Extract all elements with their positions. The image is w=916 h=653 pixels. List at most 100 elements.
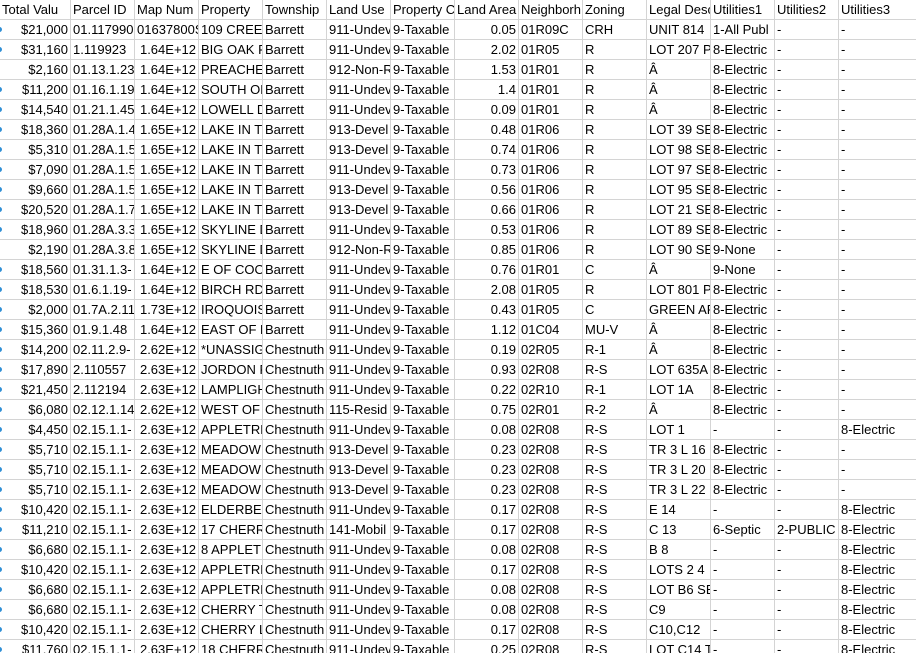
cell-land-area[interactable]: 0.08 — [455, 580, 519, 600]
cell-property-class[interactable]: 9-Taxable — [391, 500, 455, 520]
cell-zoning[interactable]: R-S — [583, 640, 647, 653]
cell-utilities1[interactable]: 8-Electric — [711, 360, 775, 380]
cell-legal-desc[interactable]: Â — [647, 400, 711, 420]
cell-map-num[interactable]: 1.73E+12 — [135, 300, 199, 320]
cell-township[interactable]: Chestnuth — [263, 500, 327, 520]
header-cell-zoning[interactable]: Zoning — [583, 0, 647, 20]
cell-township[interactable]: Barrett — [263, 120, 327, 140]
cell-property-class[interactable]: 9-Taxable — [391, 580, 455, 600]
cell-map-num[interactable]: 2.63E+12 — [135, 520, 199, 540]
cell-utilities1[interactable]: 8-Electric — [711, 300, 775, 320]
cell-neighborhood[interactable]: 01R06 — [519, 160, 583, 180]
cell-land-use[interactable]: 911-Undev — [327, 320, 391, 340]
cell-neighborhood[interactable]: 02R08 — [519, 520, 583, 540]
cell-total-value[interactable]: $9,660 — [0, 180, 71, 200]
cell-utilities2[interactable]: - — [775, 100, 839, 120]
cell-land-use[interactable]: 911-Undev — [327, 340, 391, 360]
cell-zoning[interactable]: R-S — [583, 440, 647, 460]
cell-legal-desc[interactable]: LOT 21 SEC — [647, 200, 711, 220]
cell-parcel-id[interactable]: 01.28A.1.5 — [71, 180, 135, 200]
cell-land-area[interactable]: 2.08 — [455, 280, 519, 300]
cell-parcel-id[interactable]: 01.28A.1.7 — [71, 200, 135, 220]
cell-land-use[interactable]: 911-Undev — [327, 420, 391, 440]
cell-map-num[interactable]: 1.65E+12 — [135, 240, 199, 260]
cell-utilities3[interactable]: - — [839, 360, 916, 380]
cell-total-value[interactable]: $18,530 — [0, 280, 71, 300]
cell-zoning[interactable]: R — [583, 160, 647, 180]
cell-land-use[interactable]: 911-Undev — [327, 640, 391, 653]
cell-township[interactable]: Barrett — [263, 20, 327, 40]
cell-zoning[interactable]: R — [583, 60, 647, 80]
cell-legal-desc[interactable]: Â — [647, 60, 711, 80]
cell-utilities1[interactable]: 8-Electric — [711, 400, 775, 420]
cell-total-value[interactable]: $2,160 — [0, 60, 71, 80]
cell-utilities2[interactable]: - — [775, 620, 839, 640]
cell-zoning[interactable]: R — [583, 120, 647, 140]
cell-property-class[interactable]: 9-Taxable — [391, 420, 455, 440]
cell-legal-desc[interactable]: LOT 89 SEC — [647, 220, 711, 240]
cell-land-area[interactable]: 0.08 — [455, 600, 519, 620]
cell-utilities1[interactable]: 8-Electric — [711, 180, 775, 200]
cell-parcel-id[interactable]: 01.16.1.19 — [71, 80, 135, 100]
cell-utilities2[interactable]: 2-PUBLIC W — [775, 520, 839, 540]
cell-utilities3[interactable]: - — [839, 40, 916, 60]
cell-land-use[interactable]: 911-Undev — [327, 380, 391, 400]
cell-neighborhood[interactable]: 01R01 — [519, 60, 583, 80]
cell-property[interactable]: LAKE IN TH — [199, 160, 263, 180]
cell-legal-desc[interactable]: LOTS 2 4 — [647, 560, 711, 580]
cell-property[interactable]: APPLETRE — [199, 580, 263, 600]
cell-property[interactable]: *UNASSIG — [199, 340, 263, 360]
cell-neighborhood[interactable]: 02R08 — [519, 620, 583, 640]
cell-township[interactable]: Barrett — [263, 100, 327, 120]
cell-zoning[interactable]: R-S — [583, 360, 647, 380]
cell-property-class[interactable]: 9-Taxable — [391, 20, 455, 40]
cell-land-use[interactable]: 911-Undev — [327, 160, 391, 180]
cell-property-class[interactable]: 9-Taxable — [391, 60, 455, 80]
cell-zoning[interactable]: R-1 — [583, 380, 647, 400]
cell-property[interactable]: SKYLINE D — [199, 220, 263, 240]
cell-utilities1[interactable]: 6-Septic — [711, 520, 775, 540]
header-cell-utilities2[interactable]: Utilities2 — [775, 0, 839, 20]
cell-total-value[interactable]: $5,710 — [0, 480, 71, 500]
cell-utilities2[interactable]: - — [775, 320, 839, 340]
cell-zoning[interactable]: C — [583, 260, 647, 280]
cell-zoning[interactable]: R — [583, 80, 647, 100]
cell-land-area[interactable]: 0.17 — [455, 520, 519, 540]
cell-land-area[interactable]: 0.25 — [455, 640, 519, 653]
cell-utilities2[interactable]: - — [775, 500, 839, 520]
cell-property-class[interactable]: 9-Taxable — [391, 640, 455, 653]
cell-utilities3[interactable]: - — [839, 80, 916, 100]
cell-land-area[interactable]: 0.66 — [455, 200, 519, 220]
cell-township[interactable]: Chestnuth — [263, 560, 327, 580]
cell-township[interactable]: Chestnuth — [263, 620, 327, 640]
cell-land-use[interactable]: 913-Devel — [327, 440, 391, 460]
cell-utilities1[interactable]: 9-None — [711, 260, 775, 280]
cell-neighborhood[interactable]: 01R06 — [519, 180, 583, 200]
cell-parcel-id[interactable]: 01.117990 — [71, 20, 135, 40]
cell-parcel-id[interactable]: 01.28A.1.5 — [71, 140, 135, 160]
cell-legal-desc[interactable]: C9 — [647, 600, 711, 620]
cell-property[interactable]: E OF COOL — [199, 260, 263, 280]
cell-utilities1[interactable]: 8-Electric — [711, 40, 775, 60]
cell-utilities3[interactable]: - — [839, 460, 916, 480]
cell-township[interactable]: Barrett — [263, 40, 327, 60]
cell-utilities2[interactable]: - — [775, 440, 839, 460]
cell-utilities2[interactable]: - — [775, 280, 839, 300]
cell-land-area[interactable]: 0.23 — [455, 460, 519, 480]
cell-zoning[interactable]: R — [583, 240, 647, 260]
cell-utilities1[interactable]: 8-Electric — [711, 80, 775, 100]
cell-parcel-id[interactable]: 01.9.1.48 — [71, 320, 135, 340]
cell-land-area[interactable]: 1.4 — [455, 80, 519, 100]
cell-legal-desc[interactable]: LOT 98 SEC — [647, 140, 711, 160]
cell-parcel-id[interactable]: 2.112194 — [71, 380, 135, 400]
cell-land-area[interactable]: 0.05 — [455, 20, 519, 40]
cell-zoning[interactable]: R-S — [583, 560, 647, 580]
cell-zoning[interactable]: R — [583, 220, 647, 240]
cell-utilities2[interactable]: - — [775, 240, 839, 260]
cell-utilities3[interactable]: - — [839, 220, 916, 240]
cell-total-value[interactable]: $5,310 — [0, 140, 71, 160]
cell-utilities2[interactable]: - — [775, 580, 839, 600]
cell-property[interactable]: 17 CHERRY — [199, 520, 263, 540]
cell-legal-desc[interactable]: LOT 39 SEC — [647, 120, 711, 140]
header-cell-legal-desc[interactable]: Legal Desc — [647, 0, 711, 20]
